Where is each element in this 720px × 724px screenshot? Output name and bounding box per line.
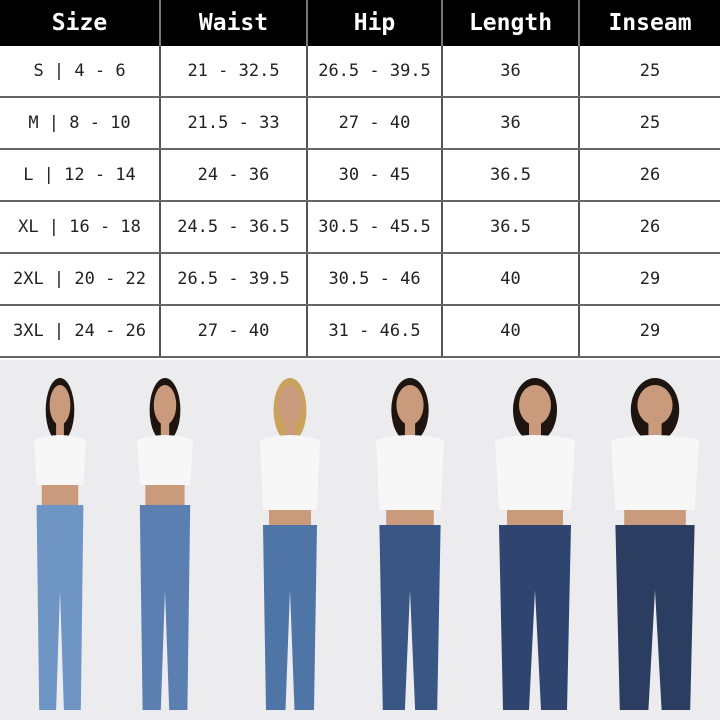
models-photo xyxy=(0,360,720,720)
cell-inseam: 25 xyxy=(579,46,720,98)
cell-length: 36.5 xyxy=(442,149,580,202)
cell-hip: 30 - 45 xyxy=(307,149,443,202)
cell-inseam: 29 xyxy=(579,253,720,306)
model-jeans xyxy=(499,525,571,710)
cell-waist: 26.5 - 39.5 xyxy=(160,253,308,306)
cell-waist: 24 - 36 xyxy=(160,149,308,202)
model-neck xyxy=(404,422,416,436)
table-row: 2XL | 20 - 22 26.5 - 39.5 30.5 - 46 40 29 xyxy=(0,253,720,306)
table-row: S | 4 - 6 21 - 32.5 26.5 - 39.5 36 25 xyxy=(0,46,720,98)
models-illustration xyxy=(34,378,699,710)
cell-length: 36 xyxy=(442,97,580,150)
cell-size: M | 8 - 10 xyxy=(0,97,161,150)
header-waist: Waist xyxy=(160,0,308,46)
header-length: Length xyxy=(442,0,580,46)
cell-waist: 27 - 40 xyxy=(160,305,308,358)
model-top xyxy=(376,435,444,510)
model-waist xyxy=(145,485,185,505)
model-jeans xyxy=(139,505,191,710)
model-face xyxy=(278,385,302,425)
header-inseam: Inseam xyxy=(579,0,720,46)
cell-waist: 21.5 - 33 xyxy=(160,97,308,150)
header-hip: Hip xyxy=(307,0,443,46)
cell-waist: 21 - 32.5 xyxy=(160,46,308,98)
table-row: L | 12 - 14 24 - 36 30 - 45 36.5 26 xyxy=(0,149,720,202)
model-top xyxy=(611,435,699,510)
model-neck xyxy=(160,422,170,436)
cell-hip: 30.5 - 45.5 xyxy=(307,201,443,254)
cell-size: S | 4 - 6 xyxy=(0,46,161,98)
model-face xyxy=(519,385,551,425)
table-row: M | 8 - 10 21.5 - 33 27 - 40 36 25 xyxy=(0,97,720,150)
model-jeans xyxy=(263,525,317,710)
model-neck xyxy=(285,422,295,436)
cell-size: 2XL | 20 - 22 xyxy=(0,253,161,306)
cell-size: L | 12 - 14 xyxy=(0,149,161,202)
cell-waist: 24.5 - 36.5 xyxy=(160,201,308,254)
cell-hip: 26.5 - 39.5 xyxy=(307,46,443,98)
model-top xyxy=(495,435,575,510)
cell-inseam: 26 xyxy=(579,149,720,202)
model-top xyxy=(137,435,193,485)
model-jeans xyxy=(36,505,84,710)
table-row: 3XL | 24 - 26 27 - 40 31 - 46.5 40 29 xyxy=(0,305,720,358)
cell-hip: 30.5 - 46 xyxy=(307,253,443,306)
model-jeans xyxy=(615,525,695,710)
cell-inseam: 25 xyxy=(579,97,720,150)
cell-inseam: 26 xyxy=(579,201,720,254)
header-size: Size xyxy=(0,0,161,46)
cell-size: 3XL | 24 - 26 xyxy=(0,305,161,358)
cell-hip: 31 - 46.5 xyxy=(307,305,443,358)
model-jeans xyxy=(379,525,441,710)
table-row: XL | 16 - 18 24.5 - 36.5 30.5 - 45.5 36.5 26 xyxy=(0,201,720,254)
model-face xyxy=(49,385,71,425)
cell-size: XL | 16 - 18 xyxy=(0,201,161,254)
cell-hip: 27 - 40 xyxy=(307,97,443,150)
cell-length: 40 xyxy=(442,305,580,358)
model-neck xyxy=(56,422,64,436)
size-chart-table: Size Waist Hip Length Inseam S | 4 - 6 21… xyxy=(0,0,720,358)
model-neck xyxy=(648,422,662,436)
model-face xyxy=(637,385,673,425)
cell-length: 40 xyxy=(442,253,580,306)
model-top xyxy=(34,435,86,485)
cell-inseam: 29 xyxy=(579,305,720,358)
model-face xyxy=(153,385,177,425)
cell-length: 36.5 xyxy=(442,201,580,254)
header-row: Size Waist Hip Length Inseam xyxy=(0,0,720,46)
model-waist xyxy=(41,485,79,505)
model-top xyxy=(260,435,320,510)
model-face xyxy=(396,385,424,425)
cell-length: 36 xyxy=(442,46,580,98)
model-neck xyxy=(529,422,541,436)
